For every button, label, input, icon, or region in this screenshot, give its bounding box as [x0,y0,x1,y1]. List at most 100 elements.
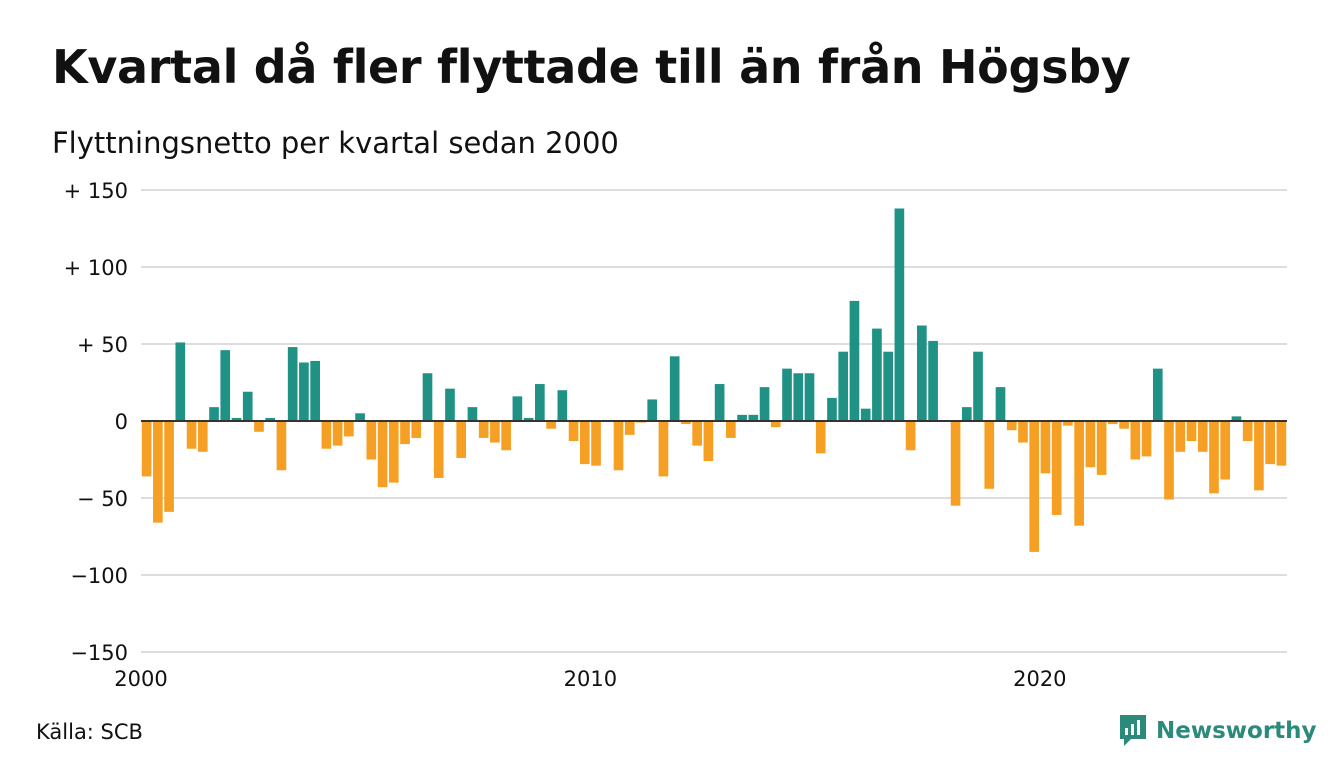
bar [804,373,815,421]
y-tick-label: + 50 [77,333,128,357]
bar [579,421,590,465]
bar [849,300,860,421]
grid-lines [141,189,1287,653]
bar [860,408,871,421]
bar-chart: + 150 + 100 + 50 0 − 50 −100 −150 2000 2010 2020 [64,179,1287,691]
bar [591,421,601,466]
bar [770,421,781,428]
bar [1265,421,1275,465]
bar [1006,421,1017,431]
bar [523,417,534,421]
bar [546,421,556,429]
bar [535,384,545,421]
bar [1130,421,1141,460]
bar [748,414,759,421]
bar [355,413,365,421]
bar [377,421,388,488]
bar [220,350,231,421]
y-tick-label: + 100 [64,256,128,280]
y-tick-label: −150 [70,641,128,665]
bar [726,421,736,438]
bar [242,391,253,421]
bar [153,421,163,523]
bar [950,421,961,506]
y-tick-label: 0 [115,410,128,434]
bar [411,421,422,438]
y-tick-label: −100 [70,564,128,588]
bar [737,414,747,421]
bar [445,388,455,421]
bar [400,421,410,445]
bar [141,421,152,477]
bar [310,360,320,421]
bar [344,421,354,437]
bar [827,397,837,421]
bar [1209,421,1219,494]
bar [1152,368,1163,421]
bar [815,421,826,454]
x-tick-label: 2000 [114,667,167,691]
bar [197,421,208,452]
bar [1175,421,1186,452]
bar [1085,421,1096,468]
bar [984,421,995,489]
bar [186,421,197,449]
bar [838,351,849,421]
x-tick-label: 2010 [564,667,617,691]
bar [759,387,770,421]
brand-name: Newsworthy [1156,718,1317,744]
bar [681,421,691,425]
bar [478,421,489,438]
bar [1141,421,1152,457]
bar [1018,421,1028,443]
bar [557,390,568,421]
bar [332,421,343,446]
chart-title: Kvartal då fler flyttade till än från Hö… [52,40,1131,94]
bar [433,421,444,478]
bar [1096,421,1107,475]
brand-logo[interactable]: Newsworthy [1118,713,1317,749]
bar [490,421,500,443]
bar [1254,421,1264,491]
bar [164,421,174,512]
bar [512,396,523,421]
x-axis-tick-labels: 2000 2010 2020 [114,667,1066,691]
bar [321,421,332,449]
bar [1051,421,1062,515]
bar [961,407,972,421]
bar [388,421,399,483]
bar [1029,421,1040,552]
bar [995,387,1006,421]
bars [141,208,1287,552]
bar [1220,421,1231,480]
bar [928,340,938,421]
bar [872,328,882,421]
bar [1040,421,1051,474]
bar [1242,421,1253,442]
bar [254,421,264,432]
bar [366,421,377,460]
bar [276,421,287,471]
bar [1074,421,1084,526]
bar [1108,421,1118,425]
x-tick-label: 2020 [1013,667,1066,691]
bar [973,351,983,421]
bar [422,373,433,421]
bar [1231,416,1242,421]
bar [703,421,714,462]
bar [1197,421,1208,452]
bar [647,399,658,421]
chart-subtitle: Flyttningsnetto per kvartal sedan 2000 [52,126,619,160]
bar [658,421,669,477]
bar [501,421,511,451]
bar [1186,421,1197,442]
source-note: Källa: SCB [36,720,143,744]
y-tick-label: − 50 [77,487,128,511]
newsworthy-logo-icon [1120,715,1146,746]
bar [1119,421,1129,429]
bar [175,342,186,421]
bar [793,373,804,421]
bar [613,421,624,471]
y-tick-label: + 150 [64,179,128,203]
y-axis-tick-labels: + 150 + 100 + 50 0 − 50 −100 −150 [64,179,128,665]
